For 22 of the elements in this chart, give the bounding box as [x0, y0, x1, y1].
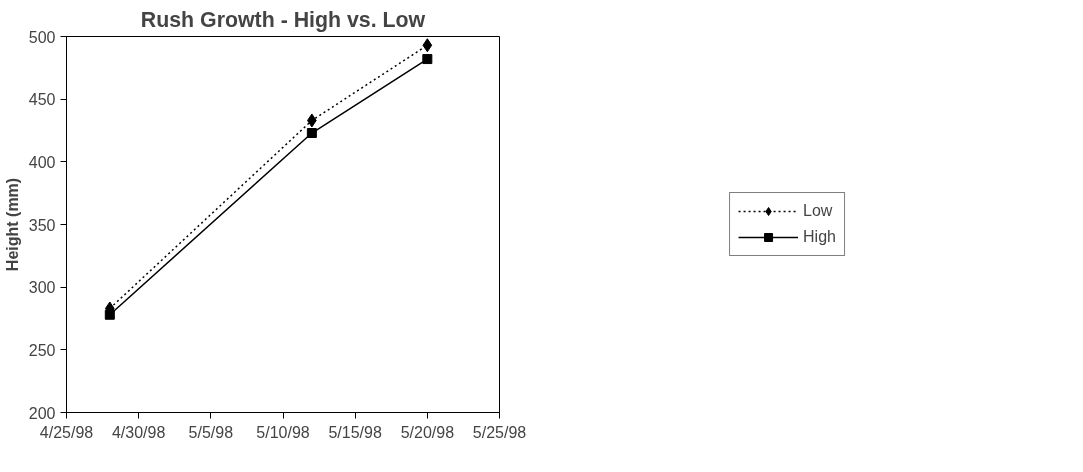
chart-title: Rush Growth - High vs. Low	[140, 7, 426, 32]
x-tick-label: 4/30/98	[111, 423, 166, 441]
point	[104, 309, 115, 320]
x-tick-label: 5/10/98	[256, 423, 310, 441]
point	[422, 38, 433, 53]
y-tick-label: 300	[28, 279, 56, 297]
y-axis-title: Height (mm)	[3, 177, 21, 272]
y-tick-label: 450	[28, 91, 56, 109]
point	[422, 54, 433, 65]
point	[306, 128, 317, 139]
y-tick-label: 400	[28, 153, 56, 171]
x-tick-label: 4/25/98	[39, 423, 94, 441]
x-tick-label: 5/20/98	[400, 423, 455, 441]
x-tick-label: 5/25/98	[472, 423, 527, 441]
y-tick-label: 500	[28, 28, 56, 46]
y-tick-label: 350	[28, 216, 56, 234]
x-tick-label: 5/5/98	[188, 423, 234, 441]
legend-label: Low	[803, 202, 833, 220]
x-tick-label: 5/15/98	[328, 423, 382, 441]
legend-label: High	[803, 228, 836, 246]
y-tick-label: 250	[28, 341, 56, 359]
y-tick-label: 200	[28, 404, 56, 422]
